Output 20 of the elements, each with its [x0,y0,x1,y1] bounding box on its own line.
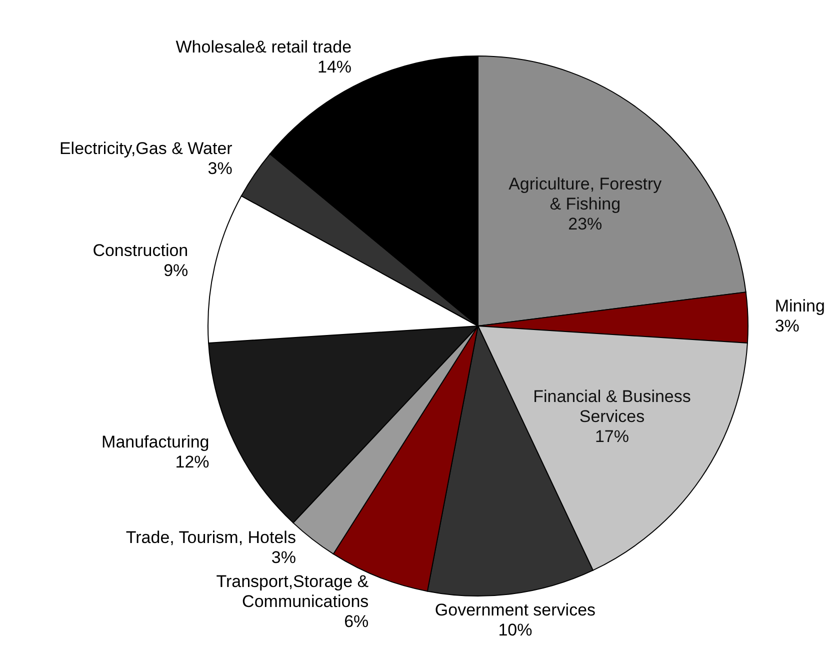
data-label: 9% [164,261,188,280]
data-label: 23% [568,214,602,234]
slice-label: Electricity,Gas & Water [59,139,233,158]
slice-label: Construction [92,241,188,260]
slice-label: Agriculture, Forestry & Fishing [508,174,662,214]
data-label: 17% [594,427,630,446]
data-label: 12% [175,452,210,472]
data-label: 6% [344,612,369,632]
data-label: 3% [271,548,296,568]
slice-label: Government services [434,600,596,620]
slice-label: Trade, Tourism, Hotels [126,528,296,548]
data-label: 3% [774,316,800,336]
slice-label: Wholesale& retail trade [176,37,352,56]
data-label: 3% [208,159,232,178]
data-label: 14% [318,57,352,76]
slice-label: Mining [774,296,825,316]
slice-label: Transport,Storage & Communications [216,572,370,612]
data-label: 10% [498,620,532,640]
slice-label: Financial & Business Services [533,387,691,426]
slice-label: Manufacturing [102,432,210,452]
